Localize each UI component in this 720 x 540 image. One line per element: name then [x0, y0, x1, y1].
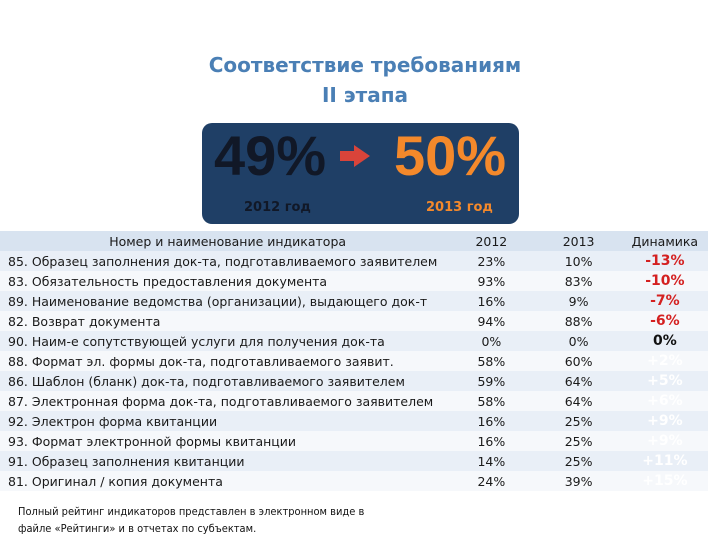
indicator-name-cell: 89. Наименование ведомства (организации)… — [8, 293, 428, 309]
value-2012-cell: 93% — [477, 273, 506, 289]
table-row: 93. Формат электронной формы квитанции 16… — [0, 431, 708, 451]
dynamics-cell: -6% — [650, 313, 680, 329]
table-body: 85. Образец заполнения док-та, подготавл… — [0, 251, 708, 491]
value-2012-cell: 59% — [477, 373, 506, 389]
indicator-name-cell: 83. Обязательность предоставления докуме… — [8, 273, 328, 289]
dynamics-cell: -10% — [645, 273, 685, 289]
dynamics-cell: +9% — [647, 413, 683, 429]
footer-line2: файле «Рейтинги» и в отчетах по субъекта… — [18, 522, 257, 535]
value-2013-cell: 9% — [568, 293, 589, 309]
dynamics-cell: -7% — [650, 293, 680, 309]
value-2012-cell: 58% — [477, 353, 506, 369]
value-2013-cell: 25% — [564, 453, 593, 469]
value-2012-cell: 94% — [477, 313, 506, 329]
value-2012-cell: 23% — [477, 253, 506, 269]
new-percentage: 50% — [394, 124, 507, 187]
value-2012-cell: 16% — [477, 433, 506, 449]
value-2012-cell: 16% — [477, 413, 506, 429]
slide-title: Соответствие требованиям II этапа — [0, 50, 720, 110]
value-2013-cell: 83% — [564, 273, 593, 289]
value-2012-cell: 14% — [477, 453, 506, 469]
indicator-name-cell: 85. Образец заполнения док-та, подготавл… — [8, 253, 438, 269]
header-2012: 2012 — [475, 233, 508, 249]
new-year-label: 2013 год — [426, 200, 493, 215]
slide-title-line2: II этапа — [321, 83, 409, 107]
value-2013-cell: 64% — [564, 373, 593, 389]
dynamics-cell: +9% — [647, 433, 683, 449]
right-arrow-icon — [340, 145, 370, 167]
old-year-label: 2012 год — [244, 200, 311, 215]
indicator-name-cell: 82. Возврат документа — [8, 313, 161, 329]
table-row: 87. Электронная форма док-та, подготавли… — [0, 391, 708, 411]
indicator-name-cell: 87. Электронная форма док-та, подготавли… — [8, 393, 434, 409]
dynamics-cell: 0% — [652, 333, 677, 349]
dynamics-cell: -13% — [645, 253, 685, 269]
dynamics-cell: +11% — [642, 453, 688, 469]
slide-title-line1: Соответствие требованиям — [208, 53, 522, 77]
value-2013-cell: 39% — [564, 473, 593, 489]
indicators-table: Номер и наименование индикатора 2012 201… — [0, 231, 708, 491]
table-row: 86. Шаблон (бланк) док-та, подготавливае… — [0, 371, 708, 391]
table-row: 82. Возврат документа 94% 88% -6% — [0, 311, 708, 331]
table-row: 83. Обязательность предоставления докуме… — [0, 271, 708, 291]
value-2013-cell: 25% — [564, 433, 593, 449]
old-percentage: 49% — [214, 124, 327, 187]
indicator-name-cell: 88. Формат эл. формы док-та, подготавлив… — [8, 353, 394, 369]
indicator-name-cell: 93. Формат электронной формы квитанции — [8, 433, 297, 449]
table-row: 89. Наименование ведомства (организации)… — [0, 291, 708, 311]
value-2013-cell: 88% — [564, 313, 593, 329]
value-2012-cell: 58% — [477, 393, 506, 409]
header-2013: 2013 — [562, 233, 595, 249]
header-indicator: Номер и наименование индикатора — [109, 233, 347, 249]
value-2012-cell: 24% — [477, 473, 506, 489]
dynamics-cell: +6% — [647, 393, 683, 409]
dynamics-cell: +2% — [647, 353, 683, 369]
table-row: 90. Наим-е сопутствующей услуги для полу… — [0, 331, 708, 351]
indicator-name-cell: 91. Образец заполнения квитанции — [8, 453, 245, 469]
indicator-name-cell: 81. Оригинал / копия документа — [8, 473, 223, 489]
value-2013-cell: 25% — [564, 413, 593, 429]
value-2012-cell: 16% — [477, 293, 506, 309]
footer-line1: Полный рейтинг индикаторов представлен в… — [18, 505, 365, 518]
summary-panel: 49% 50% 2012 год 2013 год — [202, 123, 519, 224]
value-2013-cell: 64% — [564, 393, 593, 409]
header-dynamics: Динамика — [631, 233, 699, 249]
value-2013-cell: 60% — [564, 353, 593, 369]
table-row: 91. Образец заполнения квитанции 14% 25% +1… — [0, 451, 708, 471]
table-header-row: Номер и наименование индикатора 2012 201… — [0, 231, 708, 251]
table-row: 88. Формат эл. формы док-та, подготавлив… — [0, 351, 708, 371]
value-2012-cell: 0% — [481, 333, 502, 349]
indicator-name-cell: 92. Электрон форма квитанции — [8, 413, 218, 429]
table-row: 85. Образец заполнения док-та, подготавл… — [0, 251, 708, 271]
footer-note: Полный рейтинг индикаторов представлен в… — [18, 503, 364, 537]
indicator-name-cell: 90. Наим-е сопутствующей услуги для полу… — [8, 333, 385, 349]
dynamics-cell: +15% — [642, 473, 688, 489]
value-2013-cell: 10% — [564, 253, 593, 269]
dynamics-cell: +5% — [647, 373, 683, 389]
value-2013-cell: 0% — [568, 333, 589, 349]
table-row: 92. Электрон форма квитанции 16% 25% +9% — [0, 411, 708, 431]
table-row: 81. Оригинал / копия документа 24% 39% +15% — [0, 471, 708, 491]
indicator-name-cell: 86. Шаблон (бланк) док-та, подготавливае… — [8, 373, 405, 389]
